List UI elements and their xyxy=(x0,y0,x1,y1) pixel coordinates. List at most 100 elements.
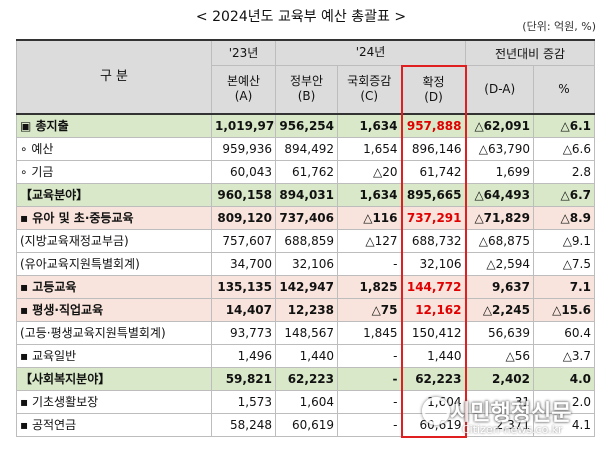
cell-a: 1,496 xyxy=(211,343,276,368)
cell-b: 61,762 xyxy=(275,159,338,184)
cell-pct: △6.6 xyxy=(533,136,595,161)
cell-pct: △15.6 xyxy=(533,297,595,322)
cell-da: △68,875 xyxy=(465,228,534,253)
cell-a: 93,773 xyxy=(211,320,276,345)
row-label: ▪ 고등교육 xyxy=(16,274,212,299)
table-row: (지방교육재정교부금) 757,607 688,859 △127 688,732… xyxy=(16,228,595,253)
watermark-logo-icon xyxy=(422,397,450,425)
cell-b: 12,238 xyxy=(275,297,338,322)
cell-a: 959,936 xyxy=(211,136,276,161)
row-label: ∘ 기금 xyxy=(16,159,212,184)
cell-b: 148,567 xyxy=(275,320,338,345)
cell-da: 1,699 xyxy=(465,159,534,184)
cell-pct: 7.1 xyxy=(533,274,595,299)
cell-a: 135,135 xyxy=(211,274,276,299)
cell-pct: △8.9 xyxy=(533,205,595,230)
cell-pct: △7.5 xyxy=(533,251,595,276)
cell-da: 2,371 xyxy=(465,412,534,437)
header-y24: '24년 xyxy=(275,39,466,66)
cell-da: △71,829 xyxy=(465,205,534,230)
cell-c: △116 xyxy=(337,205,402,230)
table-title: < 2024년도 교육부 예산 총괄표 > xyxy=(195,9,407,25)
cell-da: △56 xyxy=(465,343,534,368)
cell-a: 1,573 xyxy=(211,389,276,414)
header-col-a: 본예산 (A) xyxy=(211,65,276,114)
table-row: ▪ 평생·직업교육 14,407 12,238 △75 12,162 △2,24… xyxy=(16,297,595,322)
cell-b: 60,619 xyxy=(275,412,338,437)
cell-pct: 4.0 xyxy=(533,366,595,391)
table-row: ▪ 유아 및 초·중등교육 809,120 737,406 △116 737,2… xyxy=(16,205,595,230)
cell-c: - xyxy=(337,366,402,391)
cell-da: △64,493 xyxy=(465,182,534,207)
row-label: ▪ 교육일반 xyxy=(16,343,212,368)
cell-a: 14,407 xyxy=(211,297,276,322)
cell-pct: 4.1 xyxy=(533,412,595,437)
cell-c: △20 xyxy=(337,159,402,184)
cell-d: 957,888 xyxy=(400,112,467,138)
cell-pct: △6.1 xyxy=(533,112,595,138)
cell-a: 809,120 xyxy=(211,205,276,230)
table-row: ▪ 고등교육 135,135 142,947 1,825 144,772 9,6… xyxy=(16,274,595,299)
header-col-pct: % xyxy=(533,65,595,114)
cell-d: 150,412 xyxy=(400,320,467,345)
cell-c: - xyxy=(337,251,402,276)
cell-d: 32,106 xyxy=(400,251,467,276)
cell-pct: △6.7 xyxy=(533,182,595,207)
cell-b: 737,406 xyxy=(275,205,338,230)
cell-b: 62,223 xyxy=(275,366,338,391)
row-label: ▣ 총지출 xyxy=(16,112,212,138)
table-row: 【사회복지분야】 59,821 62,223 - 62,223 2,402 4.… xyxy=(16,366,595,391)
cell-da: 9,637 xyxy=(465,274,534,299)
header-col-da: (D-A) xyxy=(465,65,534,114)
cell-d: 144,772 xyxy=(400,274,467,299)
row-label: ▪ 유아 및 초·중등교육 xyxy=(16,205,212,230)
cell-c: 1,634 xyxy=(337,112,402,138)
row-label: ▪ 기초생활보장 xyxy=(16,389,212,414)
cell-da: △62,091 xyxy=(465,112,534,138)
cell-da: △63,790 xyxy=(465,136,534,161)
cell-d: 12,162 xyxy=(400,297,467,322)
row-label: (유아교육지원특별회계) xyxy=(16,251,212,276)
table-row: ▪ 기초생활보장 1,573 1,604 - 1,604 31 2.0 xyxy=(16,389,595,414)
budget-table: 구 분 '23년 '24년 전년대비 증감 본예산 (A) 정부안 (B) 국회… xyxy=(16,39,595,438)
row-label: ∘ 예산 xyxy=(16,136,212,161)
cell-c: - xyxy=(337,412,402,437)
cell-b: 32,106 xyxy=(275,251,338,276)
cell-pct: 2.0 xyxy=(533,389,595,414)
cell-c: 1,845 xyxy=(337,320,402,345)
cell-d: 896,146 xyxy=(400,136,467,161)
row-label: ▪ 평생·직업교육 xyxy=(16,297,212,322)
table-row: ▪ 교육일반 1,496 1,440 - 1,440 △56 △3.7 xyxy=(16,343,595,368)
cell-pct: 60.4 xyxy=(533,320,595,345)
cell-da: △2,245 xyxy=(465,297,534,322)
cell-a: 757,607 xyxy=(211,228,276,253)
cell-pct: △3.7 xyxy=(533,343,595,368)
cell-da: △2,594 xyxy=(465,251,534,276)
header-col-c: 국회증감 (C) xyxy=(337,65,402,114)
cell-b: 142,947 xyxy=(275,274,338,299)
row-label: 【사회복지분야】 xyxy=(16,366,212,391)
cell-d: 688,732 xyxy=(400,228,467,253)
cell-b: 688,859 xyxy=(275,228,338,253)
cell-d: 737,291 xyxy=(400,205,467,230)
header-y23: '23년 xyxy=(211,39,276,66)
table-row: ∘ 기금 60,043 61,762 △20 61,742 1,699 2.8 xyxy=(16,159,595,184)
cell-a: 34,700 xyxy=(211,251,276,276)
row-label: ▪ 공적연금 xyxy=(16,412,212,437)
row-label: 【교육분야】 xyxy=(16,182,212,207)
cell-a: 1,019,979 xyxy=(211,112,276,138)
table-row: ∘ 예산 959,936 894,492 1,654 896,146 △63,7… xyxy=(16,136,595,161)
cell-b: 1,440 xyxy=(275,343,338,368)
cell-da: 2,402 xyxy=(465,366,534,391)
table-row: (유아교육지원특별회계) 34,700 32,106 - 32,106 △2,5… xyxy=(16,251,595,276)
cell-c: - xyxy=(337,343,402,368)
cell-b: 894,492 xyxy=(275,136,338,161)
cell-a: 60,043 xyxy=(211,159,276,184)
cell-c: 1,825 xyxy=(337,274,402,299)
cell-a: 59,821 xyxy=(211,366,276,391)
table-row: ▪ 공적연금 58,248 60,619 - 60,619 2,371 4.1 xyxy=(16,412,595,438)
cell-c: 1,634 xyxy=(337,182,402,207)
watermark-url: Citizen-news.co.kr xyxy=(462,423,563,436)
table-row: ▣ 총지출 1,019,979 956,254 1,634 957,888 △6… xyxy=(16,112,595,138)
cell-da: 31 xyxy=(465,389,534,414)
